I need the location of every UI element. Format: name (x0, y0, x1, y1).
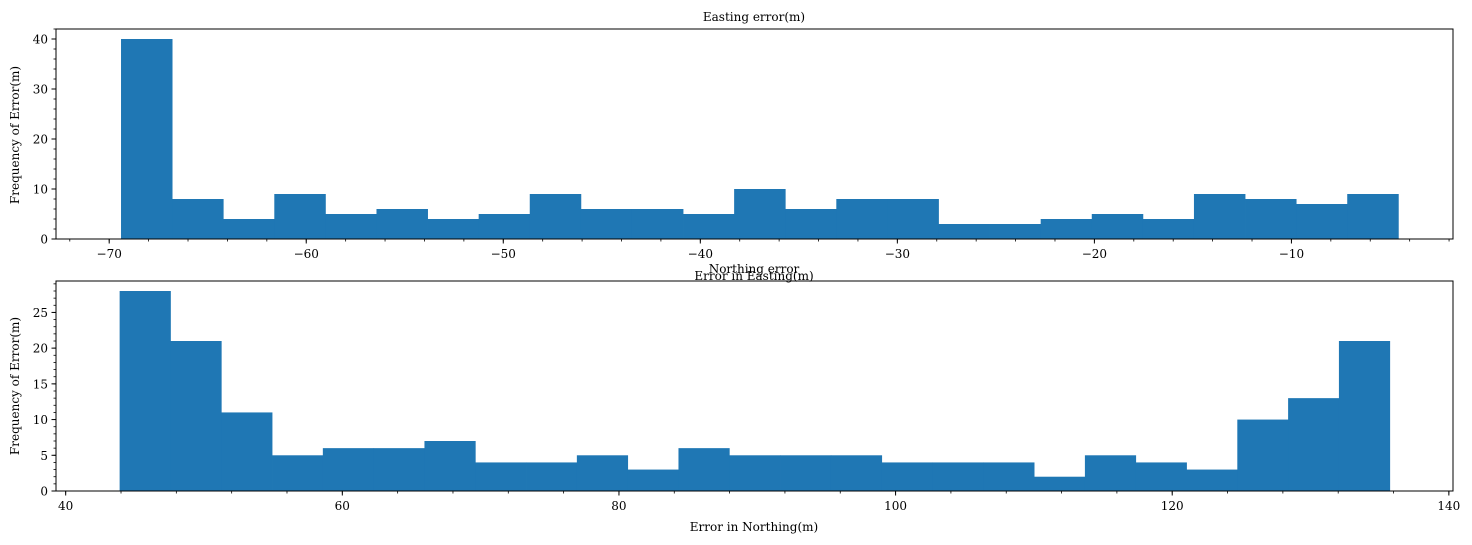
northing-bar (1288, 398, 1340, 491)
northing-histogram-panel: Northing error Error in Northing(m) Freq… (8, 262, 1460, 534)
easting-x-axis-label: Error in Easting(m) (694, 269, 813, 283)
northing-bar (119, 291, 171, 491)
easting-y-tick-label: 10 (33, 183, 48, 197)
easting-bar (325, 214, 377, 239)
easting-bar (887, 199, 939, 239)
easting-bar (785, 209, 837, 239)
easting-bar (529, 194, 582, 239)
easting-bars (121, 39, 1399, 239)
northing-bar (221, 412, 273, 491)
northing-y-tick-label: 15 (33, 377, 48, 391)
easting-bar (1245, 199, 1297, 239)
northing-y-axis-label: Frequency of Error(m) (8, 317, 22, 455)
northing-bar (272, 455, 324, 491)
northing-x-axis-label: Error in Northing(m) (690, 520, 818, 534)
northing-bar (576, 455, 629, 491)
easting-bar (478, 214, 531, 239)
easting-x-tick-label: −20 (1082, 247, 1107, 261)
northing-x-tick-label: 140 (1437, 499, 1460, 513)
northing-bar (1135, 462, 1187, 491)
easting-chart-title: Easting error(m) (703, 10, 805, 24)
easting-bar (1193, 194, 1246, 239)
easting-x-tick-label: −40 (688, 247, 713, 261)
northing-bar (1237, 419, 1289, 491)
northing-bar (424, 441, 476, 491)
northing-bar (983, 462, 1035, 491)
easting-bar (274, 194, 326, 239)
easting-histogram-panel: Easting error(m) Error in Easting(m) Fre… (8, 10, 1454, 283)
easting-x-tick-label: −50 (491, 247, 516, 261)
northing-bar (475, 462, 527, 491)
northing-bar (170, 341, 222, 491)
easting-y-tick-label: 30 (33, 83, 48, 97)
easting-ticks: −70 −60 −50 −40 −30 −20 −10 0 10 20 30 40 (33, 33, 1304, 262)
northing-y-tick-label: 5 (40, 449, 48, 463)
easting-bar (1296, 204, 1348, 239)
northing-x-tick-label: 100 (884, 499, 907, 513)
northing-x-tick-label: 120 (1161, 499, 1184, 513)
easting-bar (631, 209, 684, 239)
northing-bar (373, 448, 425, 491)
easting-y-tick-label: 20 (33, 133, 48, 147)
easting-x-tick-label: −10 (1279, 247, 1304, 261)
easting-bar (989, 224, 1042, 239)
northing-plot-frame (55, 280, 1454, 492)
northing-y-tick-label: 20 (33, 342, 48, 356)
easting-bar (376, 209, 428, 239)
easting-bar (1040, 219, 1093, 239)
northing-bar (627, 469, 679, 491)
northing-bar (1338, 341, 1391, 491)
easting-plot-frame (55, 28, 1454, 240)
northing-chart-title: Northing error (709, 262, 800, 276)
northing-bar (1034, 476, 1086, 491)
northing-x-tick-label: 40 (58, 499, 73, 513)
northing-x-tick-label: 60 (335, 499, 350, 513)
northing-bar (830, 455, 883, 491)
northing-ticks: 40 60 80 100 120 140 0 5 10 15 20 25 (33, 306, 1461, 513)
easting-y-tick-label: 0 (40, 233, 48, 247)
northing-bar (1186, 469, 1238, 491)
northing-y-tick-label: 10 (33, 413, 48, 427)
easting-bar (836, 199, 888, 239)
easting-x-tick-label: −70 (97, 247, 122, 261)
easting-bar (121, 39, 173, 239)
easting-bar (172, 199, 224, 239)
northing-bar (678, 448, 730, 491)
northing-bar (780, 455, 832, 491)
northing-bar (932, 462, 984, 491)
northing-bar (322, 448, 375, 491)
northing-y-tick-label: 25 (33, 306, 48, 320)
easting-y-axis-label: Frequency of Error(m) (8, 66, 22, 204)
northing-bar (1084, 455, 1137, 491)
easting-bar (683, 214, 735, 239)
northing-x-tick-label: 80 (611, 499, 626, 513)
easting-bar (580, 209, 633, 239)
northing-bar (729, 455, 781, 491)
easting-bar (1142, 219, 1195, 239)
easting-bar (223, 219, 275, 239)
easting-bar (734, 189, 786, 239)
easting-bar (1091, 214, 1144, 239)
northing-y-tick-label: 0 (40, 485, 48, 499)
easting-y-tick-label: 40 (33, 33, 48, 47)
easting-x-tick-label: −30 (885, 247, 910, 261)
northing-bar (881, 462, 933, 491)
easting-bar (938, 224, 990, 239)
easting-x-tick-label: −60 (294, 247, 319, 261)
easting-bar (1347, 194, 1399, 239)
northing-bar (526, 462, 578, 491)
northing-bars (119, 291, 1391, 491)
easting-bar (427, 219, 480, 239)
